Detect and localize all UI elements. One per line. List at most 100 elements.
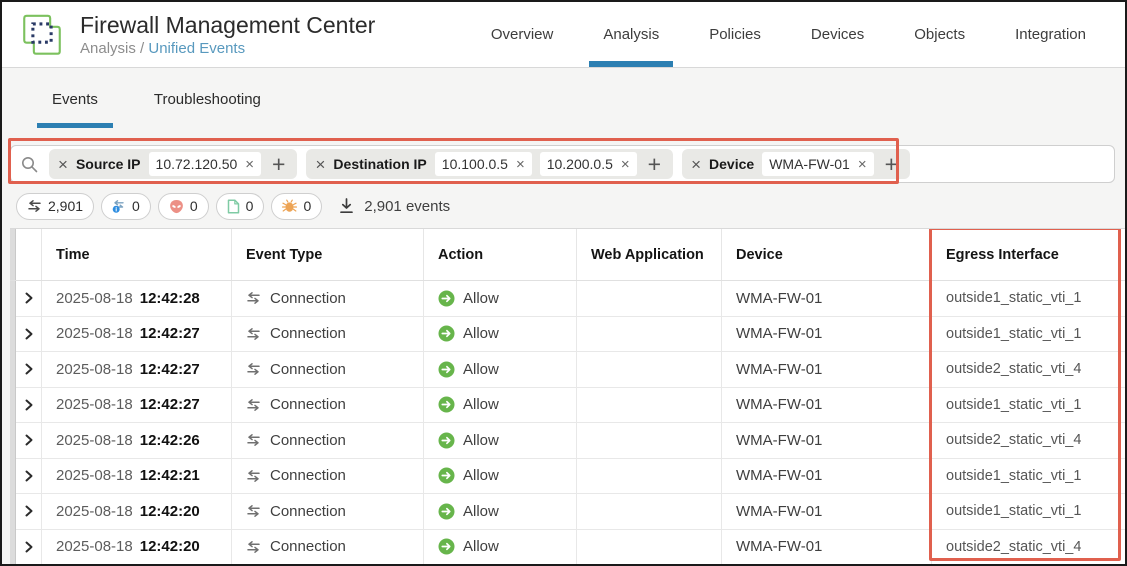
counter-pill-connection-arrows[interactable]: 2,901	[16, 193, 94, 220]
counter-pill-malware-bug[interactable]: 0	[271, 193, 322, 220]
chip-remove-icon[interactable]: ×	[858, 157, 867, 172]
malware-bug-icon	[282, 199, 297, 213]
table-row[interactable]: 2025-08-1812:42:26ConnectionAllowWMA-FW-…	[10, 423, 1125, 459]
table-row[interactable]: 2025-08-1812:42:20ConnectionAllowWMA-FW-…	[10, 530, 1125, 565]
egress-interface-cell: outside1_static_vti_1	[932, 494, 1125, 530]
connection-arrows-icon	[246, 541, 261, 553]
tab-troubleshooting[interactable]: Troubleshooting	[126, 82, 289, 128]
connection-arrows-icon	[246, 470, 261, 482]
main-nav: OverviewAnalysisPoliciesDevicesObjectsIn…	[466, 2, 1111, 67]
event-type-cell: Connection	[232, 459, 424, 495]
action-label: Allow	[463, 503, 499, 520]
table-row[interactable]: 2025-08-1812:42:27ConnectionAllowWMA-FW-…	[10, 352, 1125, 388]
counter-pill-intrusion-alien[interactable]: 0	[158, 193, 209, 220]
table-row[interactable]: 2025-08-1812:42:21Connection Allow WMA-FW-…	[10, 459, 1125, 495]
device-cell: WMA-FW-01	[722, 494, 932, 530]
event-time: 12:42:27	[140, 361, 200, 378]
allow-icon	[438, 467, 455, 484]
filter-remove-icon[interactable]: ×	[58, 156, 68, 173]
events-total: 2,901 events	[364, 198, 450, 215]
event-type-cell: Connection	[232, 530, 424, 565]
connection-arrows-icon	[27, 200, 42, 212]
filter-value: 10.72.120.50	[156, 156, 238, 172]
filter-value-chip[interactable]: WMA-FW-01×	[762, 152, 873, 176]
row-expander[interactable]	[16, 281, 42, 317]
nav-tab-devices[interactable]: Devices	[786, 2, 889, 67]
row-expander[interactable]	[16, 494, 42, 530]
filter-group-source-ip: ×Source IP10.72.120.50×+	[49, 149, 297, 179]
event-type-label: Connection	[270, 396, 346, 413]
filter-value-chip[interactable]: 10.200.0.5×	[540, 152, 637, 176]
time-cell: 2025-08-1812:42:21	[42, 459, 232, 495]
row-expander[interactable]	[16, 530, 42, 565]
nav-tab-objects[interactable]: Objects	[889, 2, 990, 67]
table-row[interactable]: 2025-08-1812:42:27ConnectionAllowWMA-FW-…	[10, 317, 1125, 353]
table-row[interactable]: 2025-08-1812:42:27ConnectionAllowWMA-FW-…	[10, 388, 1125, 424]
column-header-device[interactable]: Device	[722, 229, 932, 280]
action-label: Allow	[463, 290, 499, 307]
filter-value-chip[interactable]: 10.100.0.5 ×	[435, 152, 532, 176]
chip-remove-icon[interactable]: ×	[621, 157, 630, 172]
filter-add-icon[interactable]: +	[269, 153, 288, 176]
action-label: Allow	[463, 432, 499, 449]
chip-remove-icon[interactable]: ×	[516, 157, 525, 172]
counter-pill-file[interactable]: 0	[216, 193, 265, 220]
download-arrow-icon	[339, 198, 354, 214]
table-row[interactable]: 2025-08-1812:42:28ConnectionAllowWMA-FW-…	[10, 281, 1125, 317]
search-bar[interactable]: ×Source IP10.72.120.50×+×Destination IP1…	[10, 145, 1115, 183]
web-application-cell	[577, 530, 722, 565]
nav-tab-overview[interactable]: Overview	[466, 2, 579, 67]
app-header: Firewall Management Center Analysis / Un…	[2, 2, 1125, 68]
column-header-action[interactable]: Action	[424, 229, 577, 280]
event-date: 2025-08-18	[56, 361, 133, 378]
filter-value-chip[interactable]: 10.72.120.50 ×	[149, 152, 262, 176]
intrusion-alien-icon	[169, 199, 184, 214]
title-block: Firewall Management Center Analysis / Un…	[80, 12, 375, 57]
chip-remove-icon[interactable]: ×	[245, 157, 254, 172]
row-expander[interactable]	[16, 317, 42, 353]
nav-tab-policies[interactable]: Policies	[684, 2, 786, 67]
column-header-egress-interface[interactable]: Egress Interface	[932, 229, 1125, 280]
counter-pill-security-connection[interactable]: 0	[101, 193, 151, 220]
connection-arrows-icon	[246, 505, 261, 517]
row-expander[interactable]	[16, 459, 42, 495]
time-cell: 2025-08-1812:42:28	[42, 281, 232, 317]
time-cell: 2025-08-18 12:42:27	[42, 352, 232, 388]
filter-remove-icon[interactable]: ×	[691, 156, 701, 173]
breadcrumb-page-link[interactable]: Unified Events	[148, 40, 245, 57]
chevron-right-icon	[25, 434, 33, 446]
allow-icon	[438, 503, 455, 520]
tab-events[interactable]: Events	[24, 82, 126, 128]
column-header-time[interactable]: Time	[42, 229, 232, 280]
chevron-right-icon	[25, 541, 33, 553]
action-cell: Allow	[424, 388, 577, 424]
row-expander[interactable]	[16, 388, 42, 424]
download-icon[interactable]	[339, 198, 354, 214]
column-header-event-type[interactable]: Event Type	[232, 229, 424, 280]
allow-icon	[438, 538, 455, 555]
column-header-web-application[interactable]: Web Application	[577, 229, 722, 280]
expander-header-cell	[16, 229, 42, 280]
row-expander[interactable]	[16, 423, 42, 459]
allow-icon	[438, 290, 455, 307]
table-row[interactable]: 2025-08-1812:42:20ConnectionAllowWMA-FW-…	[10, 494, 1125, 530]
nav-tab-integration[interactable]: Integration	[990, 2, 1111, 67]
connection-arrows-icon	[246, 328, 261, 340]
chevron-right-icon	[25, 292, 33, 304]
device-cell: WMA-FW-01	[722, 459, 932, 495]
event-time: 12:42:20	[140, 538, 200, 555]
counter-value: 2,901	[48, 198, 83, 214]
counter-pills: 2,9010000	[16, 193, 322, 220]
action-label: Allow	[463, 467, 499, 484]
filter-add-icon[interactable]: +	[645, 153, 664, 176]
event-time: 12:42:26	[140, 432, 200, 449]
connection-arrows-icon	[246, 363, 261, 375]
filter-add-icon[interactable]: +	[882, 153, 901, 176]
nav-tab-analysis[interactable]: Analysis	[578, 2, 684, 67]
filter-value: 10.100.0.5	[442, 156, 508, 172]
filter-remove-icon[interactable]: ×	[315, 156, 325, 173]
row-expander[interactable]	[16, 352, 42, 388]
time-cell: 2025-08-1812:42:20	[42, 530, 232, 565]
time-cell: 2025-08-1812:42:27	[42, 388, 232, 424]
event-time: 12:42:28	[140, 290, 200, 307]
